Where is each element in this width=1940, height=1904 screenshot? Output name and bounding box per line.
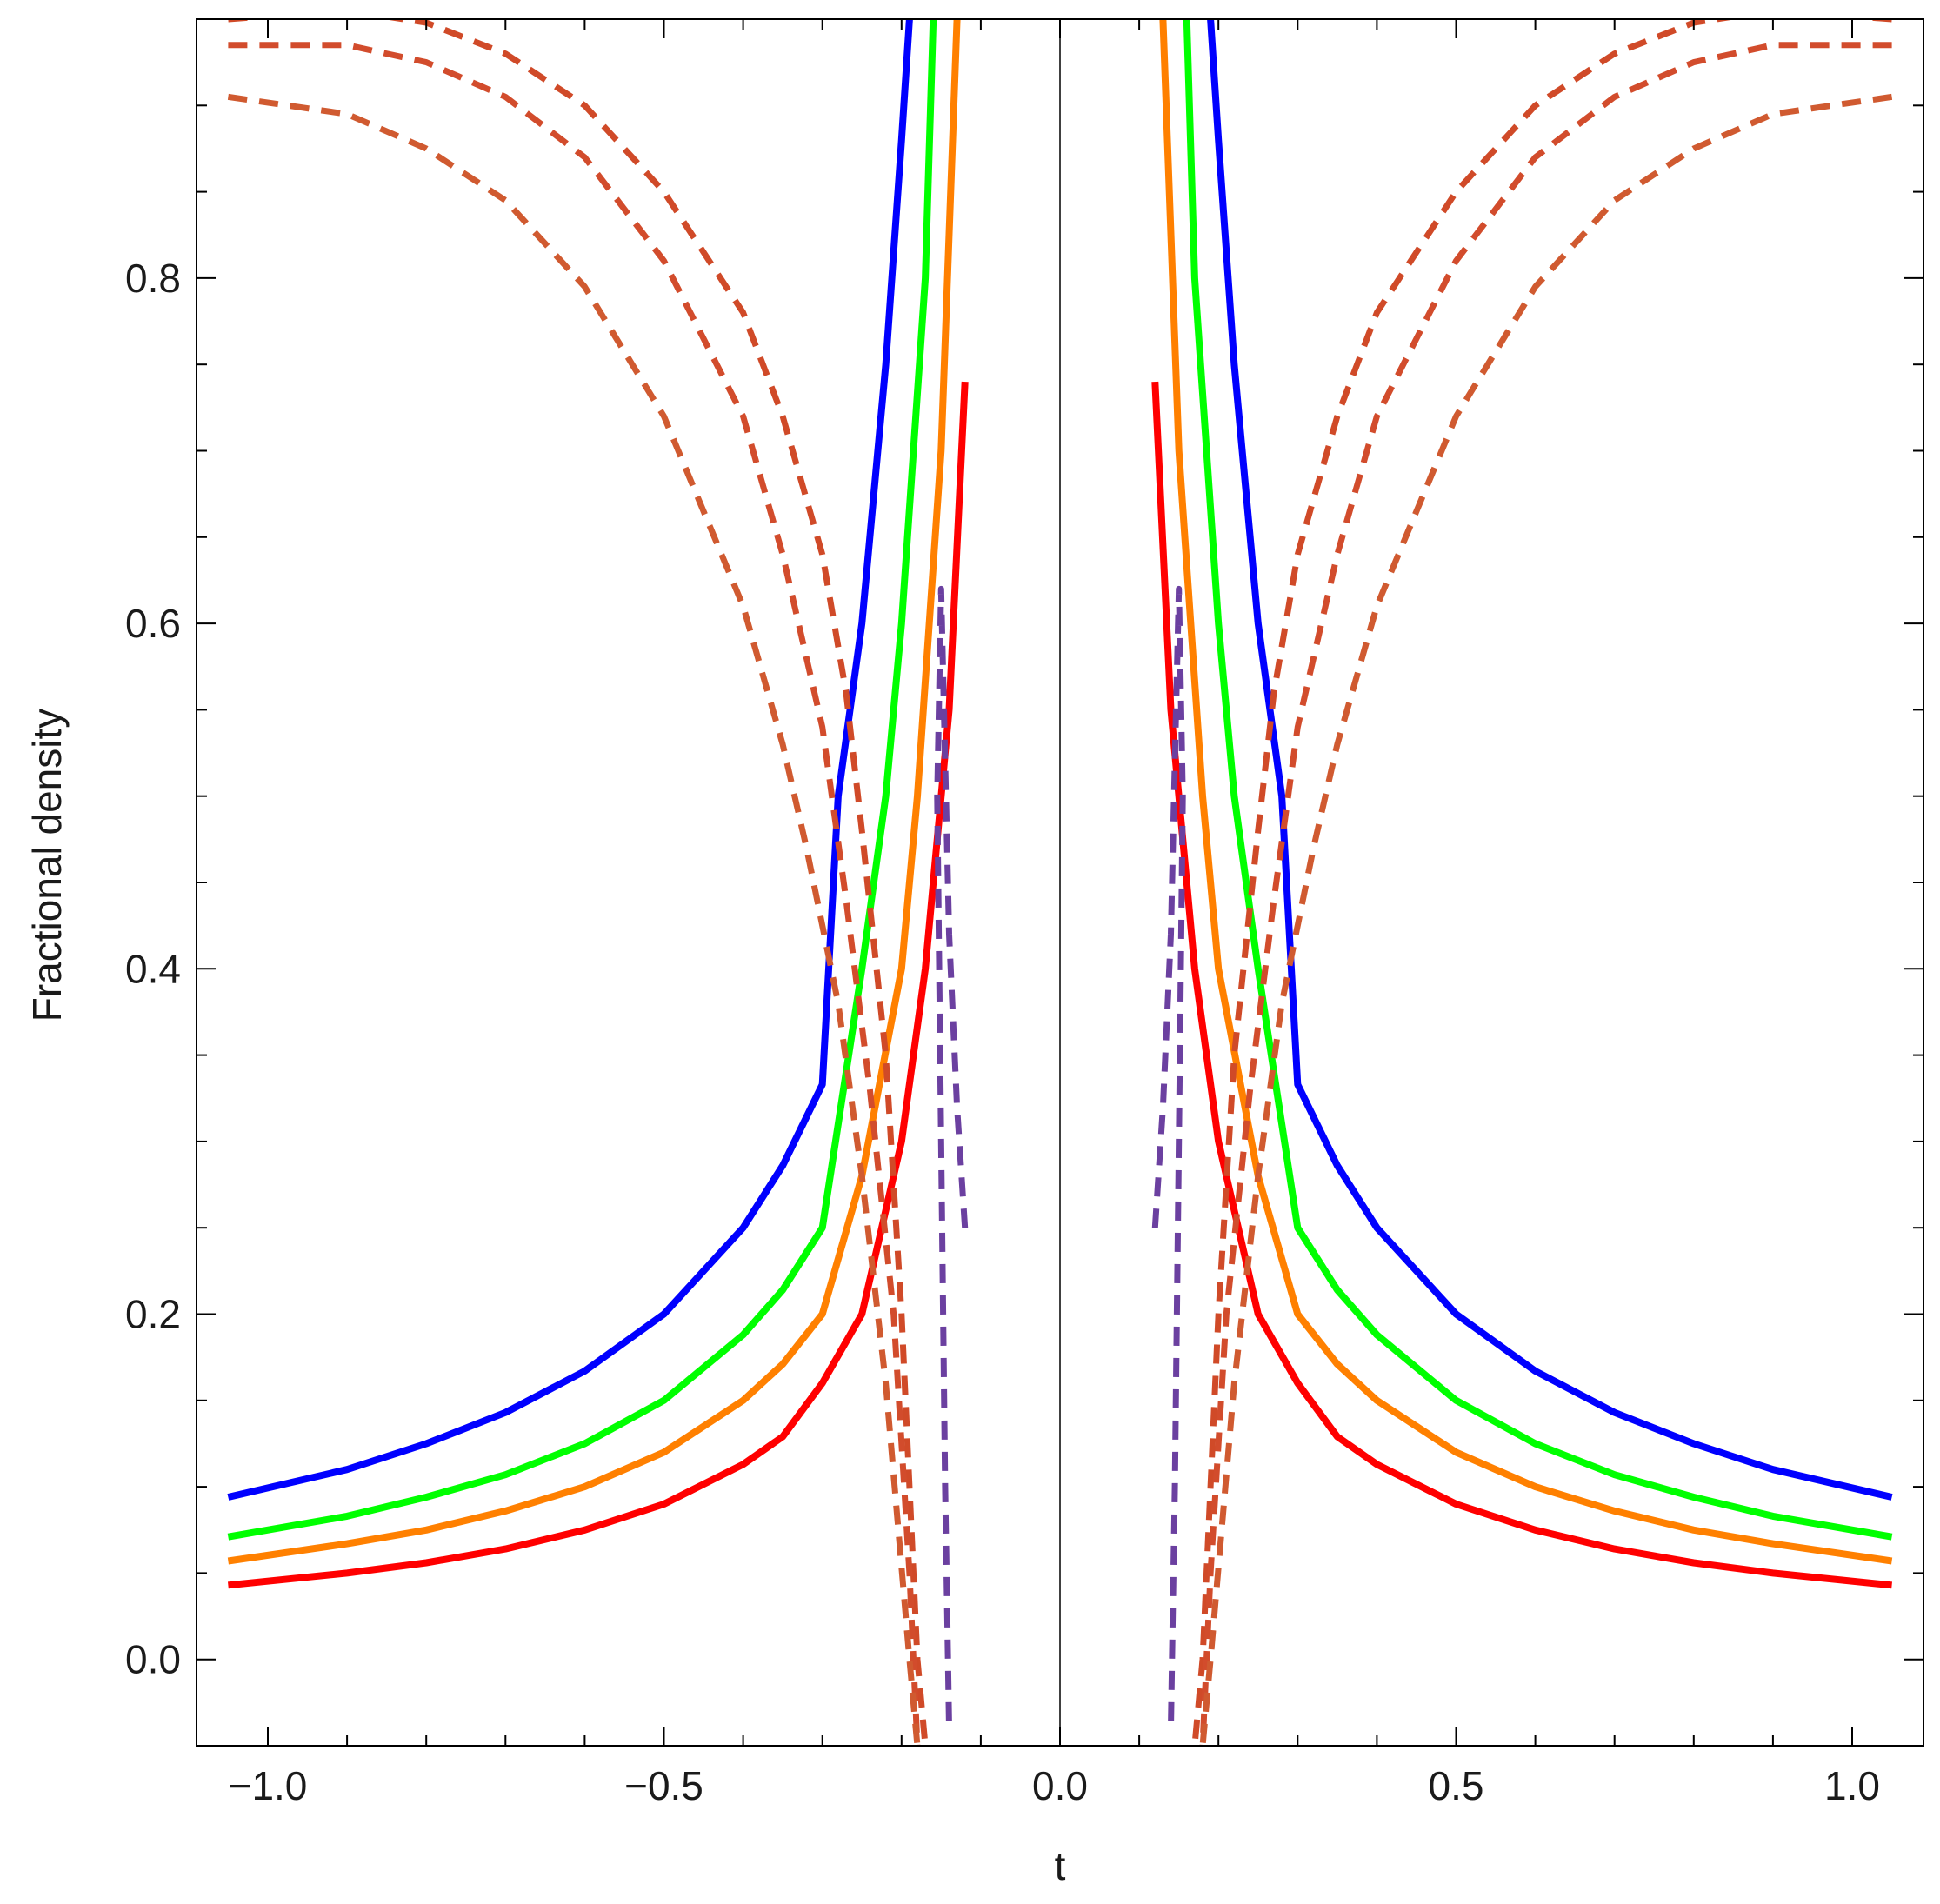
series-line-3 [227,19,961,1565]
series-line-7 [227,93,921,1746]
y-axis-title: Fractional density [24,709,70,1022]
y-tick-label: 0.6 [125,601,181,646]
series-line-4-mirror [1151,381,1893,1589]
series-line-2-mirror [1183,19,1893,1541]
series-line-8-mirror [1151,585,1186,1729]
series-line-1-mirror [1207,19,1893,1501]
y-tick-label: 0.0 [125,1637,181,1682]
series-line-1 [227,19,913,1501]
series-line-2 [227,19,937,1541]
y-tick-label: 0.8 [125,256,181,301]
series-line-6-mirror [1199,42,1892,1746]
x-tick-label: 0.5 [1429,1763,1484,1808]
y-tick-label: 0.4 [125,946,181,991]
x-axis-title: t [1055,1843,1066,1888]
x-tick-label: −0.5 [624,1763,703,1808]
series-layer [227,19,1893,1746]
series-line-5 [228,19,929,1746]
series-line-7-mirror [1199,93,1893,1746]
tick-labels-layer: −1.0 −0.5 0.0 0.5 1.0 0.0 0.2 0.4 0.6 0.8 [125,256,1880,1808]
x-tick-label: −1.0 [229,1763,308,1808]
series-line-3-mirror [1159,19,1893,1565]
x-tick-label: 1.0 [1824,1763,1880,1808]
series-line-4 [227,381,969,1589]
series-line-8 [934,585,969,1729]
series-line-6 [228,42,921,1746]
x-tick-label: 0.0 [1032,1763,1088,1808]
y-tick-label: 0.2 [125,1292,181,1337]
ticks-layer [197,18,1923,1747]
series-line-5-mirror [1191,19,1892,1746]
